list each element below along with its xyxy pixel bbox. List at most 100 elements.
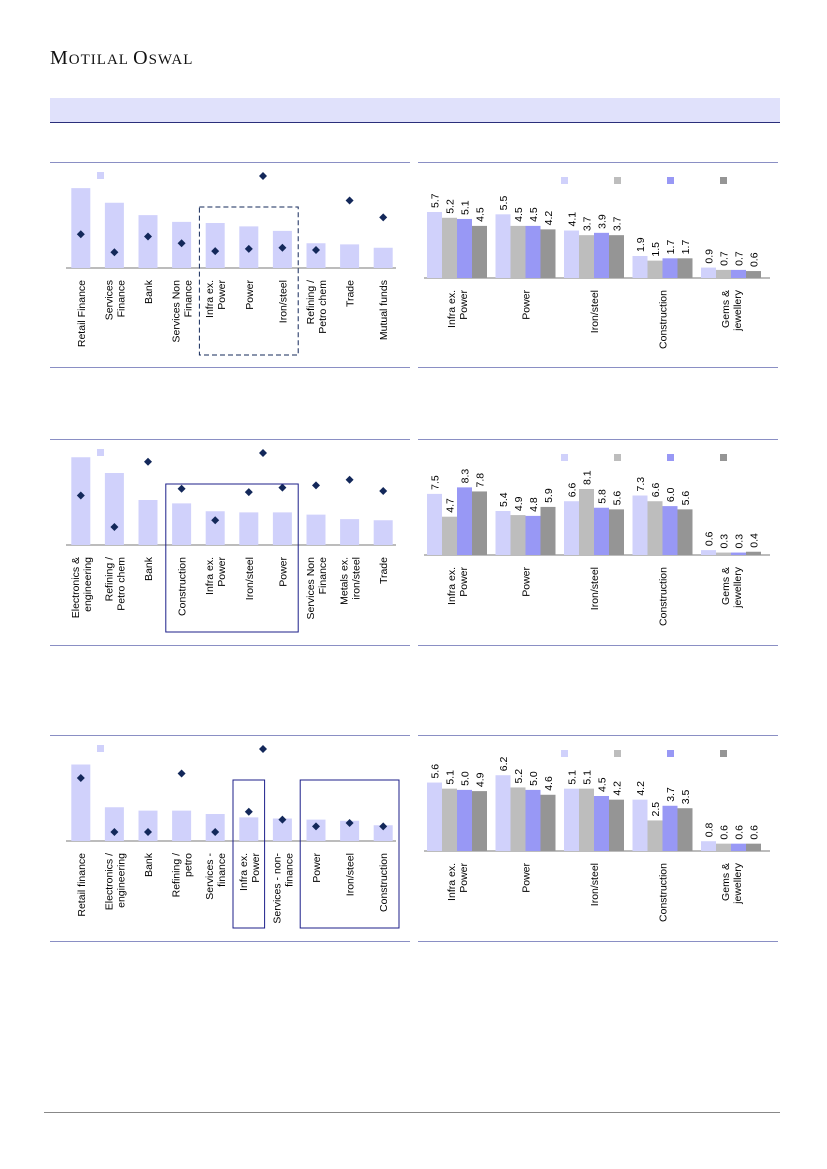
- c3-tick-label-3: Construction: [177, 557, 189, 616]
- header-band: [50, 98, 780, 123]
- c4-bar-1-2: [525, 515, 541, 555]
- c1-marker-5: [244, 244, 253, 253]
- c4-tick-label-1: Power: [521, 567, 533, 597]
- chart-panel-4: 7.5 4.7 8.3 7.8 Infra ex. Power 5.4 4.9 4.8 5.9 Po…: [418, 439, 778, 646]
- c5-tick-label-2: Bank: [143, 852, 155, 877]
- c3-marker-4: [211, 516, 220, 525]
- c2-bar-2-3: [609, 235, 624, 278]
- c6-bar-0-0: [427, 782, 442, 851]
- c4-data-label-0-0: 7.5: [430, 475, 442, 490]
- c4-data-label-0-3: 7.8: [475, 473, 487, 488]
- c3-bar-7: [306, 514, 326, 545]
- c6-data-label-1-0: 6.2: [498, 756, 510, 771]
- c3-bar-9: [373, 520, 393, 545]
- chart-1-svg: Retail Finance Services Finance Bank Service…: [66, 172, 396, 356]
- c6-data-label-2-3: 4.2: [612, 781, 624, 796]
- c4-bar-4-0: [701, 550, 716, 555]
- c2-data-label-0-3: 4.5: [475, 207, 487, 222]
- c1-marker-3: [177, 239, 186, 248]
- c5-tick-label-8: Iron/steel: [345, 853, 357, 896]
- c3-legend-marker-key: [259, 449, 267, 457]
- c1-tick-label-5: Power: [244, 280, 256, 310]
- c4-data-label-3-2: 6.0: [665, 487, 677, 502]
- c2-bar-4-2: [731, 269, 746, 278]
- c3-marker-8: [345, 475, 354, 484]
- c5-bar-4: [205, 814, 225, 841]
- c6-bar-1-2: [525, 789, 541, 851]
- c3-tick-label-0: engineering: [82, 557, 94, 612]
- c6-data-label-2-1: 5.1: [582, 770, 594, 785]
- c5-marker-3: [177, 769, 186, 778]
- c5-bar-1: [104, 807, 124, 841]
- c2-bar-2-1: [579, 235, 594, 278]
- c6-bar-2-0: [564, 788, 579, 851]
- c4-legend-key-1: [614, 454, 621, 461]
- c2-data-label-2-3: 3.7: [612, 216, 624, 231]
- c5-highlight-box-1: [299, 779, 400, 929]
- c2-bar-1-1: [510, 225, 526, 278]
- c3-bar-4: [205, 511, 225, 545]
- chart-panel-3: Electronics & engineering Refining / Petro …: [50, 439, 410, 646]
- chart-panel-6: 5.6 5.1 5.0 4.9 Infra ex. Power 6.2 5.2 5.0 4.6 Po…: [418, 735, 778, 942]
- c4-bar-0-3: [472, 491, 487, 555]
- c6-bar-4-3: [746, 843, 761, 851]
- c2-data-label-4-3: 0.6: [749, 252, 761, 267]
- c2-data-label-0-1: 5.2: [445, 199, 457, 214]
- c5-bar-6: [272, 818, 292, 841]
- c6-data-label-2-2: 4.5: [597, 777, 609, 792]
- c6-bar-4-0: [701, 841, 716, 851]
- c6-data-label-3-2: 3.7: [665, 787, 677, 802]
- c2-legend-key-3: [720, 177, 727, 184]
- c2-bar-4-3: [746, 271, 761, 278]
- c5-marker-0: [76, 774, 85, 782]
- c4-data-label-2-2: 5.8: [597, 489, 609, 504]
- c6-tick-label-0: Infra ex.: [446, 863, 458, 901]
- c2-legend-key-0: [561, 177, 568, 184]
- c5-bar-9: [373, 825, 393, 841]
- c3-marker-6: [278, 483, 287, 492]
- c4-data-label-1-3: 5.9: [543, 488, 555, 503]
- c6-data-label-0-2: 5.0: [460, 771, 472, 786]
- c4-bar-4-1: [716, 552, 731, 555]
- c2-data-label-1-0: 5.5: [498, 196, 510, 211]
- c5-legend-bar-key: [97, 745, 104, 752]
- c2-data-label-3-3: 1.7: [680, 240, 692, 255]
- c4-data-label-0-1: 4.7: [445, 498, 457, 513]
- c6-data-label-4-2: 0.6: [734, 825, 746, 840]
- c4-bar-3-0: [632, 495, 648, 555]
- c1-marker-1: [110, 248, 119, 257]
- c1-bar-0: [71, 188, 91, 268]
- c1-bar-1: [104, 202, 124, 268]
- motilal-oswal-logo: MOTILAL OSWAL: [50, 47, 194, 69]
- c2-legend-key-1: [614, 177, 621, 184]
- c2-bar-3-3: [677, 258, 693, 278]
- c1-marker-2: [144, 232, 152, 241]
- chart-3-svg: Electronics & engineering Refining / Petro …: [66, 449, 396, 633]
- c6-data-label-1-2: 5.0: [528, 771, 540, 786]
- c1-highlight-box-0: [198, 206, 299, 356]
- c6-bar-0-2: [457, 789, 472, 851]
- c1-marker-4: [211, 247, 220, 256]
- c6-data-label-0-3: 4.9: [475, 772, 487, 787]
- c3-tick-label-1: Petro chem: [115, 557, 127, 611]
- c3-tick-label-7: Finance: [317, 557, 329, 595]
- c6-data-label-2-0: 5.1: [567, 770, 579, 785]
- c5-marker-2: [144, 828, 152, 836]
- c2-tick-label-4: Gems &: [720, 290, 732, 328]
- c6-bar-2-2: [594, 796, 609, 851]
- c2-bar-4-0: [701, 267, 716, 278]
- c3-bar-5: [239, 512, 259, 545]
- c6-data-label-1-3: 4.6: [543, 776, 555, 791]
- chart-panel-2: 5.7 5.2 5.1 4.5 Infra ex. Power 5.5 4.5 4.5 4.2 Po…: [418, 162, 778, 368]
- c6-data-label-0-0: 5.6: [430, 764, 442, 779]
- c4-data-label-1-0: 5.4: [498, 492, 510, 507]
- c4-data-label-2-0: 6.6: [567, 482, 579, 497]
- c1-marker-6: [278, 243, 287, 252]
- c5-tick-label-9: Construction: [378, 853, 390, 912]
- c2-bar-2-2: [594, 232, 609, 278]
- c6-bar-3-2: [662, 805, 678, 851]
- c1-marker-7: [312, 246, 320, 254]
- c1-tick-label-1: Services: [103, 280, 115, 320]
- c2-bar-3-1: [647, 260, 663, 278]
